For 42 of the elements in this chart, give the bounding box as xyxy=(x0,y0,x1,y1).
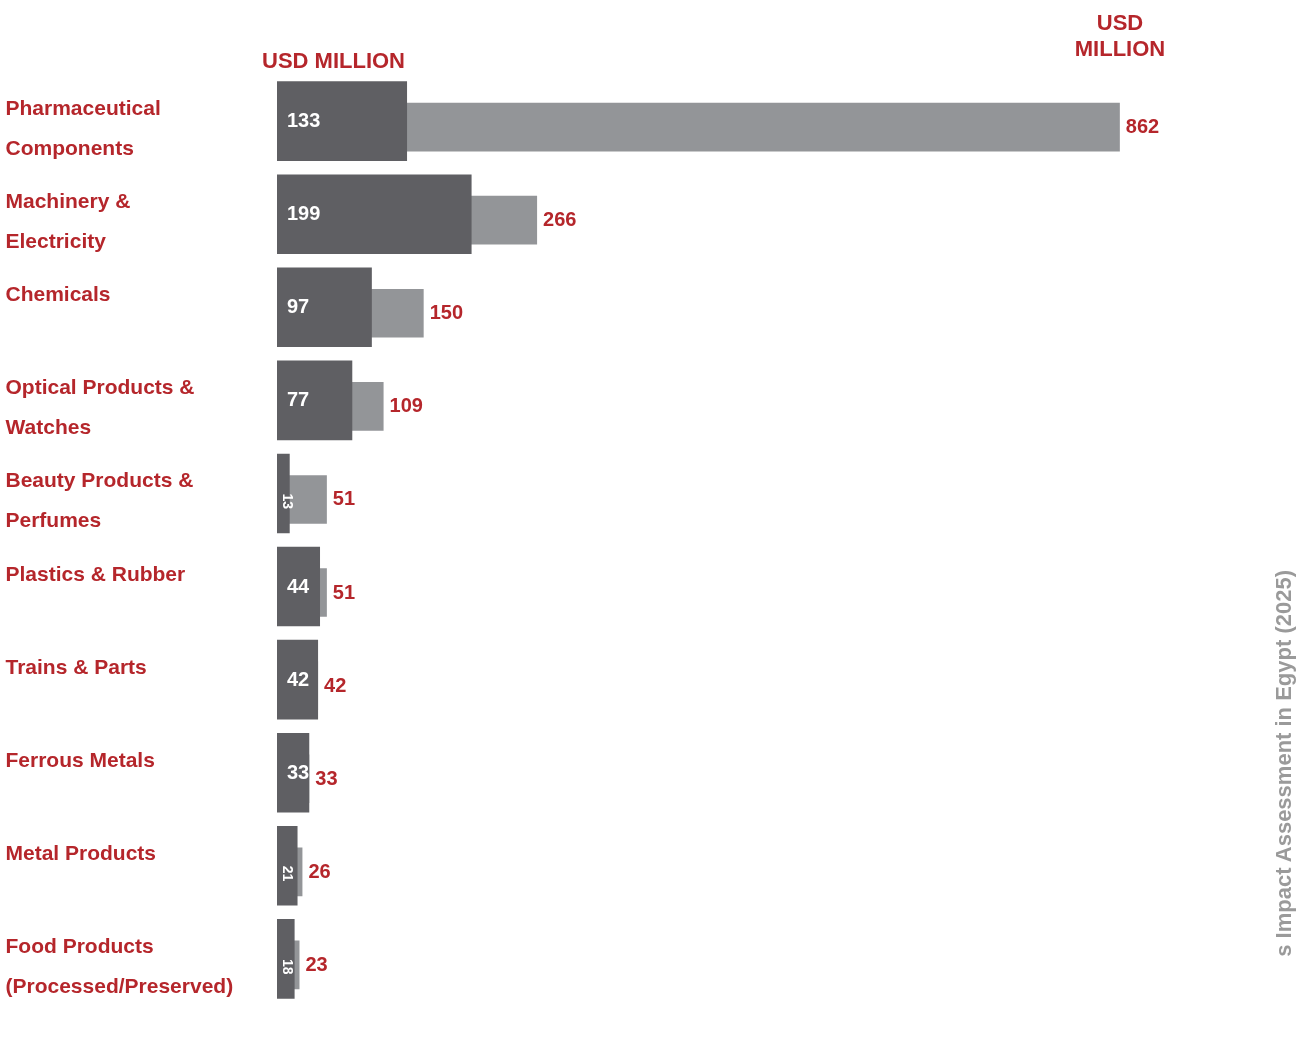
data-label: 133 xyxy=(287,109,321,132)
data-label: 42 xyxy=(287,667,310,690)
bar xyxy=(277,360,353,441)
data-label: 26 xyxy=(308,859,331,882)
data-label: 199 xyxy=(287,202,321,225)
data-label: 51 xyxy=(332,580,356,603)
bar xyxy=(277,919,295,999)
data-label: 266 xyxy=(543,208,577,231)
y-tick-label: Pharmaceutical Components xyxy=(5,96,161,160)
y-tick-label: Food Products (Processed/Preserved) xyxy=(5,933,234,997)
data-label: 13 xyxy=(280,493,296,510)
data-label: 97 xyxy=(287,295,310,318)
data-label: 862 xyxy=(1125,115,1160,138)
text: USD MILLION xyxy=(1073,10,1167,62)
data-label: 51 xyxy=(332,487,356,510)
bar xyxy=(277,267,372,348)
data-label: 18 xyxy=(280,958,296,975)
y-tick-label: Chemicals xyxy=(5,282,111,306)
data-label: 33 xyxy=(315,766,338,789)
data-label: 150 xyxy=(429,301,464,324)
y-tick-label: Machinery & Electricity xyxy=(5,189,131,253)
data-label: 77 xyxy=(287,388,310,411)
bar xyxy=(277,81,408,161)
bar xyxy=(277,826,298,906)
bar xyxy=(277,732,310,813)
data-label: 44 xyxy=(287,574,311,597)
bar xyxy=(277,174,472,254)
y-tick-label: Trains & Parts xyxy=(5,654,147,678)
y-tick-label: Beauty Products & Perfumes xyxy=(5,468,194,532)
bar xyxy=(277,546,321,627)
data-label: 23 xyxy=(305,952,328,975)
y-tick-label: Ferrous Metals xyxy=(5,747,155,771)
y-tick-label: Metal Products xyxy=(5,840,157,864)
data-label: 21 xyxy=(280,865,296,882)
data-label: 42 xyxy=(324,673,347,696)
y-tick-label: Optical Products & Watches xyxy=(5,375,195,439)
y-tick-label: Plastics & Rubber xyxy=(5,561,186,585)
text: s Impact Assessment in Egypt (2025) xyxy=(1271,570,1297,957)
text: USD MILLION xyxy=(262,48,405,74)
data-label: 109 xyxy=(389,394,423,417)
data-label: 33 xyxy=(287,760,310,783)
bar xyxy=(277,639,319,720)
